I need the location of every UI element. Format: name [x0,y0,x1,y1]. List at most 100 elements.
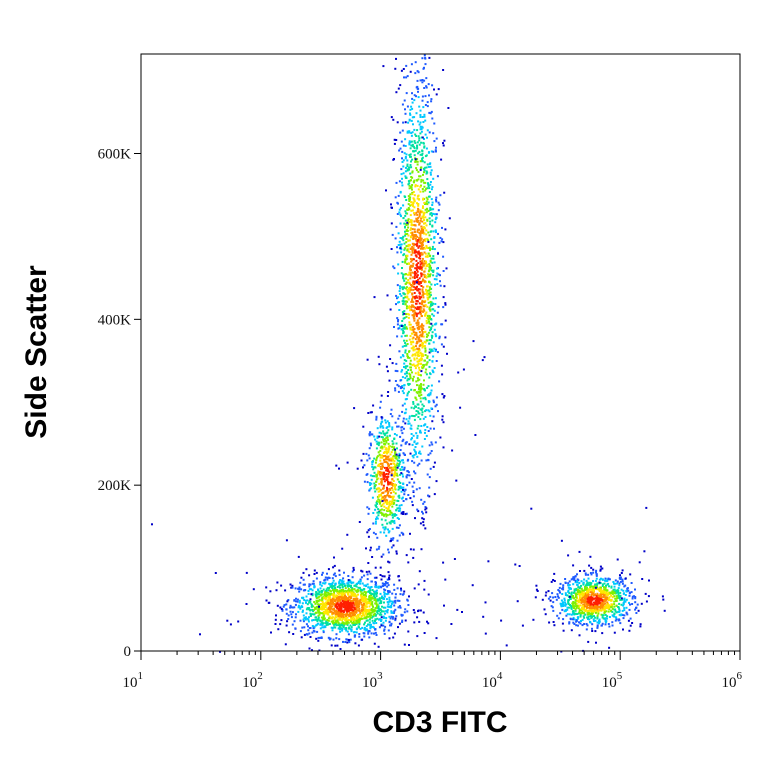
event-dot [621,582,624,585]
event-dot [420,325,423,328]
event-dot [409,369,412,372]
event-dot [370,411,373,414]
event-dot [386,470,389,473]
event-dot [412,402,415,405]
event-dot [435,396,438,399]
event-dot [398,480,401,483]
event-dot [387,445,390,448]
event-dot [430,384,433,387]
event-dot [416,347,419,350]
event-dot [352,566,355,569]
event-dot [417,203,420,206]
event-dot [563,597,566,600]
event-dot [403,242,406,245]
event-dot [285,603,288,606]
event-dot [423,251,426,254]
event-dot [564,581,567,584]
event-dot [403,326,406,329]
event-dot [581,618,584,621]
event-dot [551,592,554,595]
event-dot [383,514,385,517]
event-dot [606,602,609,605]
event-dot [430,407,433,410]
event-dot [391,440,394,443]
event-dot [441,393,444,396]
event-dot [315,616,318,619]
event-dot [368,433,371,436]
event-dot [580,620,582,622]
event-dot [413,116,416,119]
event-dot [329,637,332,640]
event-dot [421,79,424,81]
event-dot [611,590,614,593]
event-dot [322,602,325,605]
event-dot [386,601,389,604]
event-dot [415,86,418,89]
event-dot [311,613,314,616]
event-dot [634,588,636,591]
event-dot [325,604,328,607]
event-dot [582,604,585,607]
event-dot [363,590,366,593]
event-dot [402,159,405,162]
event-dot [421,344,424,347]
event-dot [349,613,352,616]
event-dot [199,633,201,636]
event-dot [411,371,413,374]
event-dot [413,295,416,298]
event-dot [394,67,397,70]
event-dot [388,464,391,467]
event-dot [346,613,349,616]
event-dot [383,505,386,508]
event-dot [369,411,372,414]
event-dot [355,605,358,608]
event-dot [614,597,617,600]
event-dot [369,598,372,601]
event-dot [370,609,373,612]
event-dot [548,621,551,624]
event-dot [589,572,592,574]
event-dot [390,611,393,614]
event-dot [318,595,321,598]
event-dot [328,623,331,625]
event-dot [435,146,437,149]
event-dot [416,351,419,354]
event-dot [319,587,322,590]
event-dot [401,267,403,269]
event-dot [440,240,443,243]
event-dot [598,595,601,598]
event-dot [402,302,405,305]
event-dot [623,609,626,612]
event-dot [376,478,379,481]
event-dot [324,576,327,579]
event-dot [433,328,436,331]
event-dot [429,305,432,308]
event-dot [397,454,400,457]
event-dot [596,603,599,606]
event-dot [557,596,560,599]
event-dot [386,294,389,297]
event-dot [373,613,376,615]
event-dot [424,349,427,352]
event-dot [560,599,563,602]
event-dot [624,600,627,603]
event-dot [376,592,378,595]
event-dot [403,466,406,469]
event-dot [304,616,307,619]
event-dot [332,585,335,588]
event-dot [418,291,421,294]
event-dot [407,218,410,221]
event-dot [323,618,326,621]
event-dot [338,608,341,611]
event-dot [417,266,420,269]
event-dot [364,605,367,607]
event-dot [413,587,416,590]
event-dot [420,354,423,356]
event-dot [378,431,381,434]
event-dot [405,256,408,259]
event-dot [347,575,350,577]
event-dot [427,318,430,321]
event-dot [419,281,422,284]
event-dot [406,290,409,293]
event-dot [422,335,425,338]
